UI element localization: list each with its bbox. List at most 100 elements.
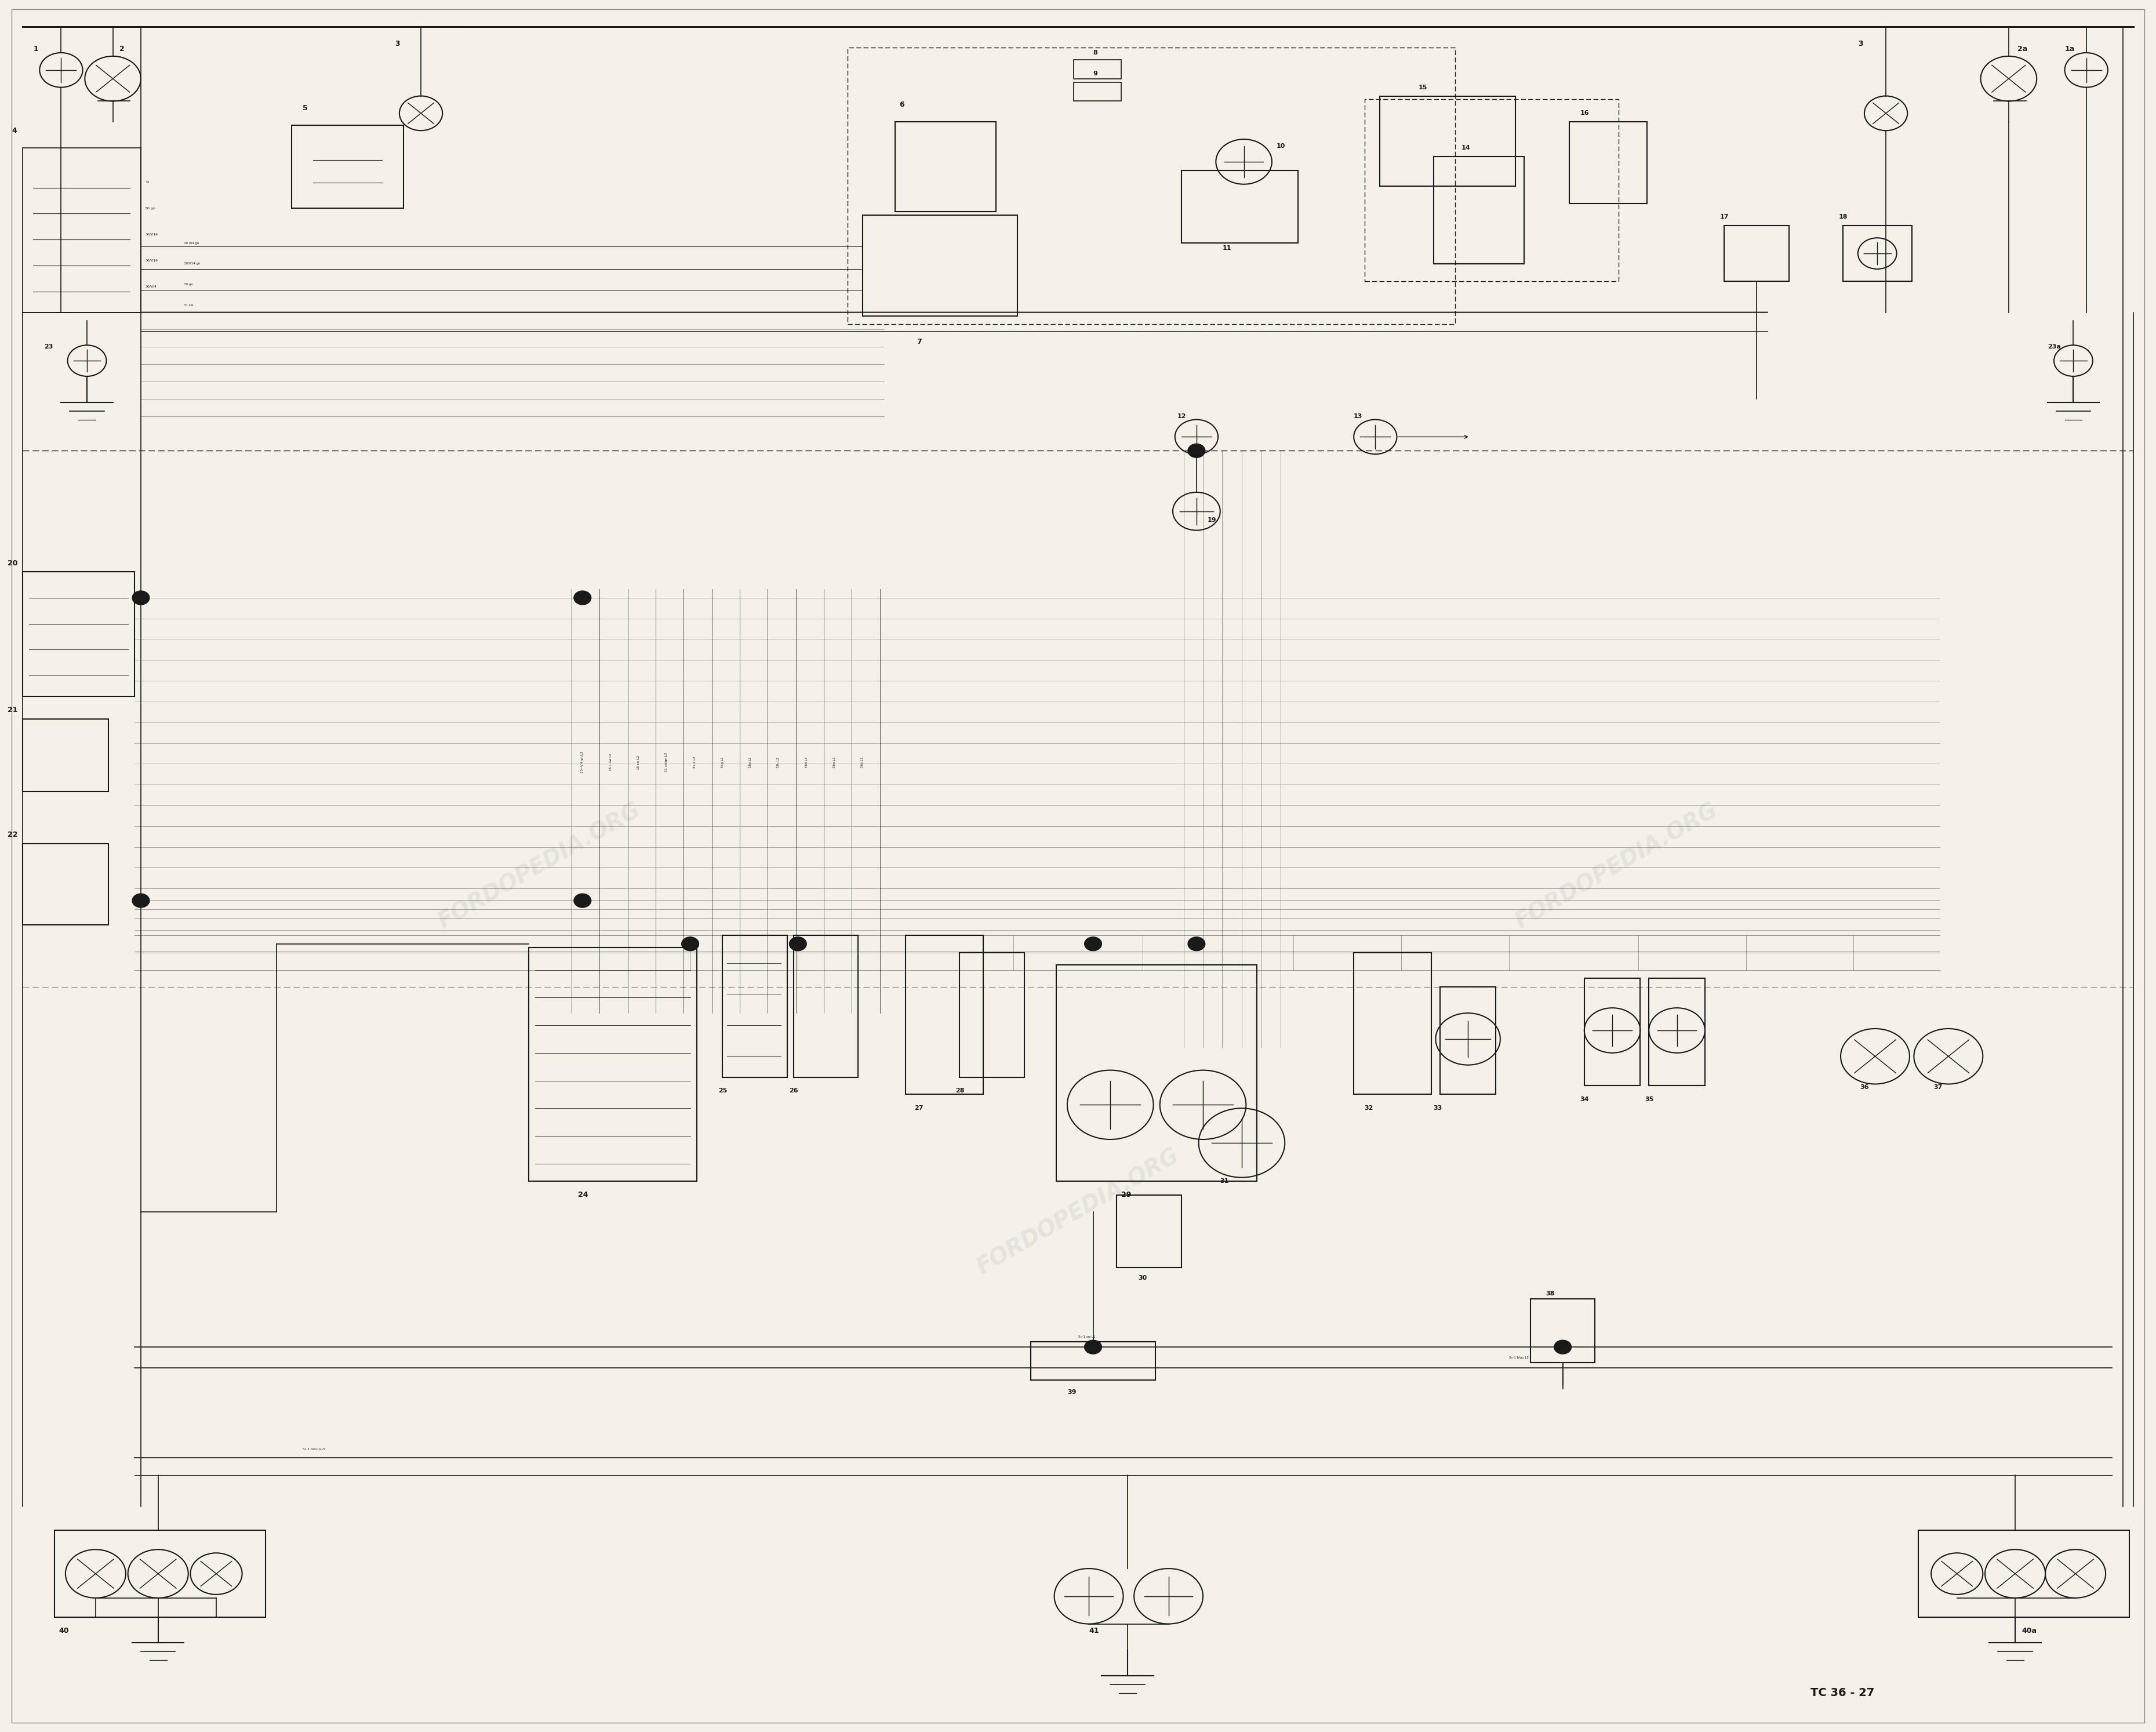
Bar: [1585, 979, 1641, 1086]
Circle shape: [681, 937, 699, 951]
Circle shape: [573, 894, 591, 908]
Text: 16: 16: [1580, 111, 1589, 116]
Text: 4: 4: [11, 126, 17, 135]
Text: 5c-1 blau G15: 5c-1 blau G15: [302, 1448, 326, 1451]
Text: 3: 3: [395, 40, 401, 48]
Text: 58c L2: 58c L2: [776, 757, 780, 767]
Text: 20: 20: [6, 559, 17, 566]
Text: 18: 18: [1839, 215, 1848, 220]
Text: 14: 14: [1462, 145, 1470, 151]
Text: 39: 39: [1067, 1389, 1076, 1394]
Text: 3: 3: [1858, 40, 1863, 48]
Circle shape: [1188, 937, 1205, 951]
Circle shape: [1084, 937, 1102, 951]
Text: 36: 36: [1861, 1084, 1869, 1091]
Text: 27: 27: [914, 1105, 923, 1112]
Text: 30 gn: 30 gn: [144, 208, 155, 210]
Text: 56b L1: 56b L1: [860, 757, 865, 767]
Bar: [1380, 95, 1516, 185]
Bar: [22, 572, 134, 696]
Text: 23: 23: [43, 345, 52, 350]
Text: 11: 11: [1222, 246, 1231, 251]
Text: 38: 38: [1546, 1290, 1554, 1296]
Text: 1a: 1a: [2065, 45, 2074, 54]
Bar: [793, 935, 858, 1077]
Circle shape: [1084, 1341, 1102, 1354]
Text: 10: 10: [1276, 144, 1285, 149]
Bar: [1725, 225, 1789, 281]
Text: 41: 41: [1089, 1626, 1100, 1635]
Bar: [22, 843, 108, 925]
Text: 5c-1 blau L2: 5c-1 blau L2: [1509, 1356, 1529, 1360]
Text: 30+Vl4 gn/L2: 30+Vl4 gn/L2: [580, 752, 584, 772]
Bar: [1570, 121, 1647, 203]
Bar: [1181, 170, 1298, 242]
Bar: [959, 953, 1024, 1077]
Text: 30/V14 gn: 30/V14 gn: [183, 262, 201, 265]
Text: 33: 33: [1434, 1105, 1442, 1112]
Text: 31 sw: 31 sw: [183, 303, 194, 307]
Bar: [528, 947, 696, 1181]
Text: 2: 2: [119, 45, 125, 54]
Text: 24: 24: [578, 1192, 589, 1199]
Bar: [1354, 953, 1432, 1095]
Text: 30/V14: 30/V14: [144, 234, 157, 236]
Text: 5: 5: [302, 104, 308, 113]
Bar: [1031, 1342, 1156, 1380]
Bar: [1117, 1195, 1181, 1268]
Bar: [1919, 1531, 2130, 1618]
Circle shape: [132, 894, 149, 908]
Bar: [1440, 987, 1496, 1095]
Circle shape: [789, 937, 806, 951]
Bar: [1531, 1299, 1595, 1363]
Text: 30 gn: 30 gn: [183, 282, 194, 286]
Bar: [1074, 81, 1121, 100]
Bar: [22, 147, 140, 312]
Bar: [291, 125, 403, 208]
Bar: [1434, 156, 1524, 263]
Text: 5c-1 sw L1: 5c-1 sw L1: [1078, 1335, 1095, 1339]
Text: FORDOPEDIA.ORG: FORDOPEDIA.ORG: [433, 798, 645, 934]
Text: 31 sw/gn L3: 31 sw/gn L3: [664, 752, 668, 772]
Text: TC 36 - 27: TC 36 - 27: [1811, 1687, 1874, 1699]
Text: 31: 31: [1220, 1178, 1229, 1185]
Circle shape: [1188, 443, 1205, 457]
Bar: [722, 935, 787, 1077]
Text: 28: 28: [955, 1088, 964, 1095]
Text: 58d L3: 58d L3: [804, 757, 808, 767]
Text: 29: 29: [1121, 1192, 1132, 1199]
Circle shape: [132, 591, 149, 604]
Text: 6: 6: [899, 100, 903, 109]
Text: 17: 17: [1720, 215, 1729, 220]
Text: 34: 34: [1580, 1096, 1589, 1103]
Circle shape: [1554, 1341, 1572, 1354]
Text: 19: 19: [1207, 518, 1216, 523]
Text: FORDOPEDIA.ORG: FORDOPEDIA.ORG: [1511, 798, 1723, 934]
Bar: [906, 935, 983, 1095]
Text: 31: 31: [144, 182, 149, 184]
Text: 25: 25: [718, 1088, 727, 1095]
Text: 15 sw L2: 15 sw L2: [636, 755, 640, 769]
Text: 32: 32: [1365, 1105, 1373, 1112]
Bar: [1843, 225, 1912, 281]
Text: 30: 30: [1138, 1275, 1147, 1280]
Text: 30/Vl4: 30/Vl4: [144, 284, 157, 288]
Text: 58a L2: 58a L2: [748, 757, 752, 767]
Text: 26: 26: [789, 1088, 798, 1095]
Text: 9: 9: [1093, 71, 1097, 76]
Text: 56a L1: 56a L1: [832, 757, 837, 767]
Text: 23a: 23a: [2048, 345, 2061, 350]
Text: 1: 1: [32, 45, 39, 54]
Text: FORDOPEDIA.ORG: FORDOPEDIA.ORG: [972, 1145, 1184, 1280]
Bar: [1074, 59, 1121, 78]
Text: 2a: 2a: [2018, 45, 2027, 54]
Bar: [862, 215, 1018, 315]
Text: 12: 12: [1177, 414, 1186, 419]
Bar: [1649, 979, 1705, 1086]
Text: 22: 22: [6, 831, 17, 838]
Text: 35: 35: [1645, 1096, 1654, 1103]
Text: 40a: 40a: [2022, 1626, 2037, 1635]
Text: 30 Vl4 gn: 30 Vl4 gn: [183, 241, 198, 244]
Text: 8: 8: [1093, 50, 1097, 55]
Text: 15 1-sw L3: 15 1-sw L3: [608, 753, 612, 771]
